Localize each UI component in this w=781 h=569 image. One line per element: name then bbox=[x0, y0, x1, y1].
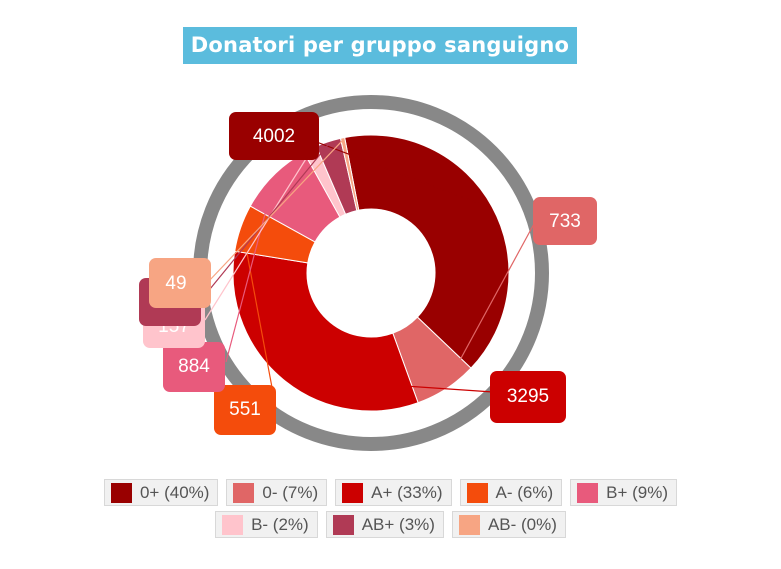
legend-label: B- (2%) bbox=[251, 514, 309, 534]
legend-swatch bbox=[466, 482, 488, 503]
data-label: 3295 bbox=[490, 371, 566, 423]
data-label-value: 551 bbox=[229, 399, 261, 420]
data-label-box bbox=[214, 385, 276, 435]
data-label: 884 bbox=[163, 342, 225, 392]
legend-item[interactable]: 0+ (40%) bbox=[103, 479, 219, 506]
legend-item[interactable]: AB- (0%) bbox=[451, 511, 566, 538]
legend-swatch bbox=[332, 514, 354, 535]
legend-item[interactable]: B- (2%) bbox=[215, 511, 318, 538]
connector-line bbox=[204, 150, 312, 321]
data-label: 49 bbox=[149, 258, 211, 308]
data-label-value: 49 bbox=[165, 273, 186, 294]
connector-line bbox=[284, 377, 494, 393]
legend-swatch bbox=[458, 514, 480, 535]
legend-item[interactable]: A- (6%) bbox=[459, 479, 563, 506]
connector-line bbox=[207, 139, 344, 283]
data-label: 4002 bbox=[229, 112, 319, 160]
data-label: 551 bbox=[214, 385, 276, 435]
chart-title: Donatori per gruppo sanguigno bbox=[183, 27, 577, 64]
legend-swatch bbox=[577, 482, 599, 503]
legend-row-1: 0+ (40%) 0- (7%) A+ (33%) A- (6%) B+ (9%) bbox=[0, 479, 781, 506]
legend-item[interactable]: 0- (7%) bbox=[226, 479, 328, 506]
legend-label: A+ (33%) bbox=[371, 482, 443, 502]
legend-item[interactable]: B+ (9%) bbox=[570, 479, 678, 506]
legend-swatch bbox=[233, 482, 255, 503]
data-label-box bbox=[533, 197, 597, 245]
legend-item[interactable]: A+ (33%) bbox=[335, 479, 452, 506]
slice-abneg[interactable] bbox=[339, 136, 360, 212]
legend-swatch bbox=[342, 482, 364, 503]
data-label-box bbox=[163, 342, 225, 392]
data-label-value: 4002 bbox=[253, 126, 295, 147]
connector-line bbox=[241, 228, 277, 410]
data-label-value: 733 bbox=[549, 211, 581, 232]
data-label-box bbox=[149, 258, 211, 308]
slice-0pos[interactable] bbox=[344, 134, 510, 369]
legend-label: 0+ (40%) bbox=[139, 482, 210, 502]
data-label-value: 884 bbox=[178, 356, 210, 377]
legend-row-2: B- (2%) AB+ (3%) AB- (0%) bbox=[0, 511, 781, 538]
connector-line bbox=[313, 140, 491, 209]
connector-line bbox=[225, 176, 276, 363]
connector-line bbox=[444, 221, 536, 388]
legend-swatch bbox=[222, 514, 244, 535]
legend-item[interactable]: AB+ (3%) bbox=[325, 511, 444, 538]
legend-swatch bbox=[110, 482, 132, 503]
slice-apos[interactable] bbox=[232, 250, 419, 412]
legend-label: A- (6%) bbox=[495, 482, 554, 502]
legend-label: AB- (0%) bbox=[487, 514, 557, 534]
legend-label: B+ (9%) bbox=[606, 482, 669, 502]
data-label-box bbox=[229, 112, 319, 160]
legend-label: 0- (7%) bbox=[262, 482, 319, 502]
legend-label: AB+ (3%) bbox=[361, 514, 435, 534]
data-label-value: 3295 bbox=[507, 386, 549, 407]
data-label-box bbox=[490, 371, 566, 423]
data-label: 733 bbox=[533, 197, 597, 245]
